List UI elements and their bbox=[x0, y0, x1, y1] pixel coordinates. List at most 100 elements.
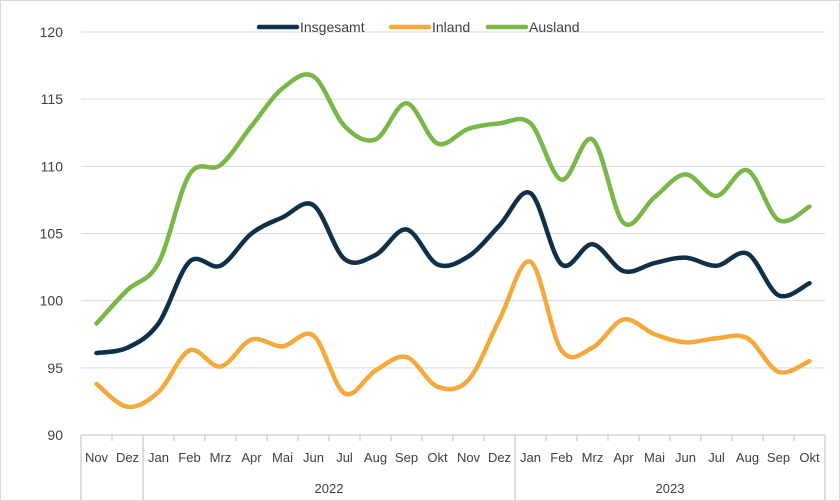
y-tick-label-95: 95 bbox=[47, 360, 63, 376]
data-point-ausland bbox=[559, 177, 564, 182]
data-point-ausland bbox=[807, 204, 812, 209]
data-point-inland bbox=[125, 404, 130, 409]
data-point-ausland bbox=[683, 172, 688, 177]
data-point-inland bbox=[714, 336, 719, 341]
data-point-insgesamt bbox=[466, 254, 471, 259]
data-point-ausland bbox=[590, 137, 595, 142]
data-point-inland bbox=[528, 259, 533, 264]
x-tick-label: Apr bbox=[613, 450, 634, 465]
y-tick-label-90: 90 bbox=[47, 427, 63, 443]
data-point-ausland bbox=[311, 74, 316, 79]
y-tick-label-110: 110 bbox=[41, 158, 64, 174]
data-point-insgesamt bbox=[280, 215, 285, 220]
data-point-insgesamt bbox=[745, 251, 750, 256]
legend-label-inland: Inland bbox=[432, 19, 470, 35]
data-point-inland bbox=[466, 377, 471, 382]
data-point-inland bbox=[621, 317, 626, 322]
data-point-insgesamt bbox=[125, 345, 130, 350]
data-point-ausland bbox=[94, 321, 99, 326]
x-tick-label: Aug bbox=[736, 450, 759, 465]
data-point-insgesamt bbox=[590, 242, 595, 247]
data-point-insgesamt bbox=[435, 262, 440, 267]
legend-label-insgesamt: Insgesamt bbox=[300, 19, 365, 35]
data-point-ausland bbox=[714, 193, 719, 198]
data-point-insgesamt bbox=[528, 191, 533, 196]
x-tick-label: Sep bbox=[395, 450, 418, 465]
data-point-ausland bbox=[404, 101, 409, 106]
x-tick-label: Dez bbox=[116, 450, 139, 465]
x-tick-label: Jun bbox=[675, 450, 696, 465]
y-tick-label-100: 100 bbox=[40, 293, 64, 309]
x-tick-label: Feb bbox=[178, 450, 200, 465]
data-point-inland bbox=[342, 391, 347, 396]
data-point-insgesamt bbox=[714, 263, 719, 268]
data-point-ausland bbox=[497, 121, 502, 126]
data-point-inland bbox=[94, 381, 99, 386]
x-tick-label: Aug bbox=[364, 450, 387, 465]
data-point-ausland bbox=[187, 172, 192, 177]
x-tick-label: Jun bbox=[303, 450, 324, 465]
x-tick-label: Sep bbox=[767, 450, 790, 465]
data-point-inland bbox=[249, 337, 254, 342]
series-line-inland bbox=[94, 259, 812, 410]
axes bbox=[80, 434, 826, 500]
data-point-inland bbox=[497, 317, 502, 322]
data-point-ausland bbox=[652, 195, 657, 200]
y-axis-ticks: 90 95 100 105 110 115 120 bbox=[40, 24, 64, 443]
x-tick-label: Jan bbox=[520, 450, 541, 465]
x-tick-label: Okt bbox=[427, 450, 448, 465]
x-tick-label: Jul bbox=[336, 450, 353, 465]
series-line-ausland bbox=[94, 72, 812, 326]
data-point-inland bbox=[156, 390, 161, 395]
x-tick-label: Mrz bbox=[210, 450, 232, 465]
data-point-insgesamt bbox=[404, 227, 409, 232]
data-point-ausland bbox=[776, 218, 781, 223]
data-point-ausland bbox=[435, 141, 440, 146]
year-label-2022: 2022 bbox=[315, 481, 344, 496]
data-point-inland bbox=[652, 332, 657, 337]
data-point-insgesamt bbox=[683, 255, 688, 260]
data-point-inland bbox=[435, 384, 440, 389]
data-point-inland bbox=[683, 340, 688, 345]
data-point-insgesamt bbox=[621, 269, 626, 274]
data-point-insgesamt bbox=[342, 257, 347, 262]
y-tick-label-115: 115 bbox=[41, 91, 64, 107]
data-point-insgesamt bbox=[156, 321, 161, 326]
x-tick-label: Jan bbox=[148, 450, 169, 465]
data-point-insgesamt bbox=[249, 231, 254, 236]
data-point-insgesamt bbox=[187, 259, 192, 264]
data-point-ausland bbox=[342, 124, 347, 129]
x-tick-label: Feb bbox=[550, 450, 572, 465]
x-tick-label: Dez bbox=[488, 450, 511, 465]
data-point-ausland bbox=[621, 220, 626, 225]
y-tick-label-105: 105 bbox=[40, 226, 64, 242]
data-point-inland bbox=[373, 368, 378, 373]
data-point-inland bbox=[745, 336, 750, 341]
x-tick-label: Nov bbox=[85, 450, 109, 465]
x-tick-label: Apr bbox=[241, 450, 262, 465]
x-tick-label: Mai bbox=[272, 450, 293, 465]
data-point-inland bbox=[218, 364, 223, 369]
legend-label-ausland: Ausland bbox=[529, 19, 580, 35]
data-point-insgesamt bbox=[776, 293, 781, 298]
y-tick-label-120: 120 bbox=[40, 24, 64, 40]
x-tick-label: Mai bbox=[644, 450, 665, 465]
data-point-inland bbox=[776, 369, 781, 374]
year-label-2023: 2023 bbox=[656, 481, 685, 496]
data-point-ausland bbox=[218, 162, 223, 167]
data-point-insgesamt bbox=[497, 223, 502, 228]
data-point-ausland bbox=[528, 121, 533, 126]
year-labels: 2022 2023 bbox=[315, 481, 685, 496]
x-tick-label: Nov bbox=[457, 450, 481, 465]
data-point-ausland bbox=[249, 124, 254, 129]
x-tick-label: Jul bbox=[708, 450, 725, 465]
data-point-insgesamt bbox=[559, 262, 564, 267]
data-point-inland bbox=[187, 348, 192, 353]
data-point-inland bbox=[280, 344, 285, 349]
data-point-insgesamt bbox=[94, 351, 99, 356]
data-point-ausland bbox=[373, 137, 378, 142]
data-point-ausland bbox=[745, 168, 750, 173]
data-point-ausland bbox=[466, 126, 471, 131]
